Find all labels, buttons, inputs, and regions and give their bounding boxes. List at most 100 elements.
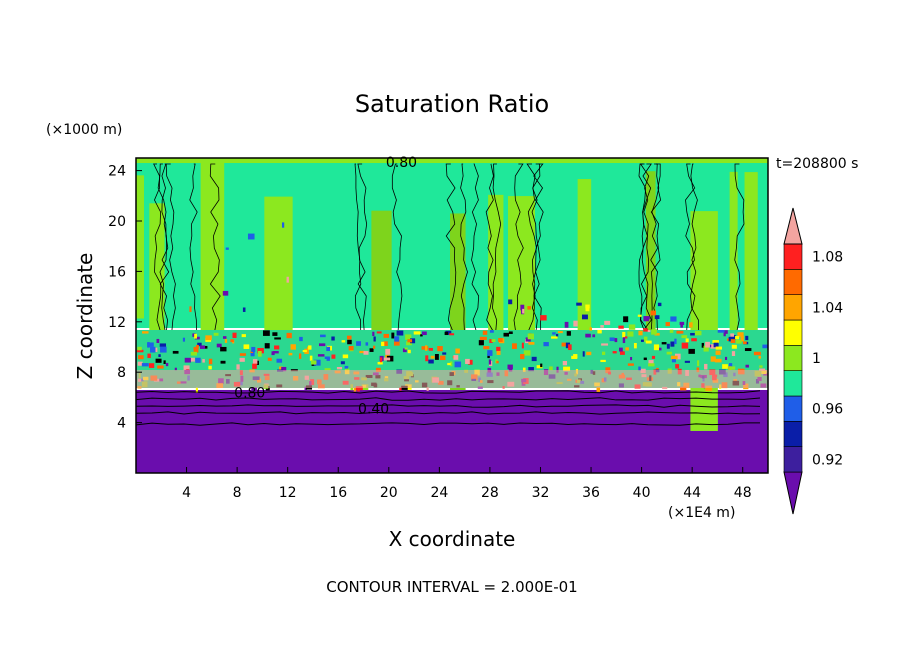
field-stripe [690, 211, 718, 431]
field-speckle [758, 355, 762, 359]
field-speckle [623, 316, 629, 323]
field-contour [471, 163, 480, 333]
field-speckle [251, 346, 256, 353]
field-speckle [589, 327, 593, 331]
contour-line [136, 411, 761, 415]
field-speckle [737, 332, 744, 337]
field-speckle [744, 348, 752, 352]
field-speckle [674, 353, 681, 360]
field-speckle [204, 345, 208, 349]
field-speckle [659, 347, 662, 351]
field-speckle [282, 222, 285, 228]
field-speckle [489, 339, 493, 343]
field-speckle [676, 330, 684, 334]
field-speckle [413, 331, 421, 335]
field-speckle [148, 363, 155, 368]
field-speckle [353, 387, 357, 392]
field-speckle [694, 330, 702, 336]
field-speckle [421, 331, 427, 336]
field-speckle [299, 336, 303, 342]
contour-line [136, 404, 761, 408]
field-speckle [573, 320, 578, 327]
field-speckle [377, 361, 383, 365]
field-speckle [428, 359, 434, 364]
field-speckle [468, 359, 473, 365]
field-speckle [561, 342, 569, 347]
field-speckle [385, 348, 391, 355]
field-speckle [376, 331, 382, 334]
field-speckle [302, 350, 307, 353]
field-speckle [163, 360, 166, 364]
field-speckle [648, 363, 655, 367]
field-contour [165, 163, 176, 333]
field-speckle [582, 351, 585, 357]
field-speckle [675, 364, 680, 369]
field-speckle [680, 325, 683, 328]
field-speckle [735, 339, 742, 344]
colorbar-segment [783, 294, 803, 321]
field-speckle [394, 336, 400, 342]
field-contour [685, 163, 696, 333]
field-speckle [239, 353, 246, 356]
field-speckle [624, 336, 628, 339]
field-speckle [640, 339, 644, 342]
field-stripe [645, 171, 656, 361]
field-speckle [174, 367, 177, 371]
x-axis: 4 8 12 16 20 24 28 32 36 40 44 48 [182, 467, 752, 501]
field-speckle [585, 307, 590, 312]
field-speckle [195, 357, 201, 363]
field-speckle [592, 334, 596, 338]
field-speckle [158, 354, 161, 358]
field-speckle [643, 336, 648, 342]
field-speckle [549, 366, 553, 371]
field-speckle [402, 348, 407, 353]
field-speckle [697, 360, 700, 367]
field-speckle [236, 364, 240, 370]
field-speckle [365, 342, 369, 346]
field-speckle [243, 344, 250, 349]
field-speckle [267, 357, 272, 361]
field-speckle [715, 350, 721, 355]
field-speckle [525, 337, 531, 342]
field-speckle [643, 328, 648, 332]
field-speckle [619, 351, 625, 355]
field-speckle [344, 365, 349, 369]
field-speckle [136, 349, 144, 353]
field-speckle [195, 387, 198, 393]
low-ratio-region [136, 390, 768, 473]
field-speckle [688, 348, 695, 354]
field-speckle [643, 316, 650, 322]
field-speckle [183, 365, 190, 371]
field-speckle [192, 333, 196, 337]
field-speckle [137, 346, 142, 351]
field-speckle [383, 357, 391, 361]
field-speckle [555, 333, 559, 337]
field-speckle [762, 344, 768, 349]
field-speckle [242, 307, 246, 312]
field-speckle [520, 354, 525, 360]
field-speckle [425, 345, 428, 351]
field-speckle [346, 335, 352, 340]
field-speckle [447, 362, 451, 366]
field-speckle [150, 346, 156, 353]
field-speckle [157, 365, 164, 369]
contour-line-layer [136, 390, 761, 426]
field-speckle [653, 344, 660, 351]
field-speckle [309, 355, 313, 361]
field-speckle [189, 306, 192, 312]
field-speckle [407, 339, 413, 343]
field-speckle [356, 341, 361, 346]
field-contour [513, 163, 524, 333]
field-speckle [286, 276, 289, 283]
colorbar-segment [783, 319, 803, 346]
field-speckle [288, 352, 293, 356]
field-speckle [257, 350, 262, 357]
field-speckle [745, 335, 749, 341]
field-contour [650, 163, 662, 333]
field-speckle [290, 344, 296, 350]
field-speckle [670, 355, 678, 360]
colorbar-segment [783, 243, 803, 270]
field-speckle [728, 363, 733, 367]
field-speckle [142, 331, 149, 334]
field-speckle [410, 338, 416, 344]
